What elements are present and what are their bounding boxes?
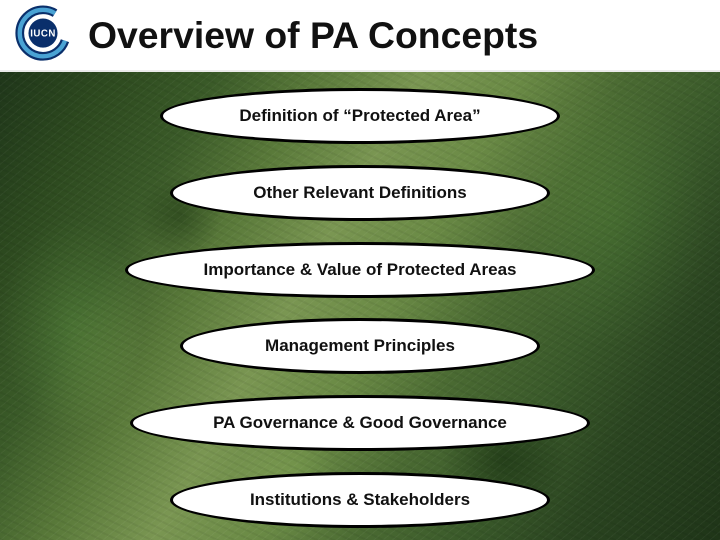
- slide: IUCN IUCN Overview of PA Concepts Defini…: [0, 0, 720, 540]
- bubble-institutions: Institutions & Stakeholders: [170, 472, 550, 528]
- iucn-logo: IUCN IUCN: [12, 4, 74, 66]
- header-band: IUCN IUCN Overview of PA Concepts: [0, 0, 720, 72]
- bubble-management-principles: Management Principles: [180, 318, 540, 374]
- bubble-other-definitions: Other Relevant Definitions: [170, 165, 550, 221]
- slide-title: Overview of PA Concepts: [88, 14, 538, 57]
- bubble-list: Definition of “Protected Area” Other Rel…: [0, 88, 720, 528]
- bubble-definition: Definition of “Protected Area”: [160, 88, 560, 144]
- bubble-importance-value: Importance & Value of Protected Areas: [125, 242, 595, 298]
- iucn-logo-text: IUCN: [30, 28, 56, 39]
- iucn-logo-icon: IUCN IUCN: [12, 4, 74, 66]
- bubble-governance: PA Governance & Good Governance: [130, 395, 590, 451]
